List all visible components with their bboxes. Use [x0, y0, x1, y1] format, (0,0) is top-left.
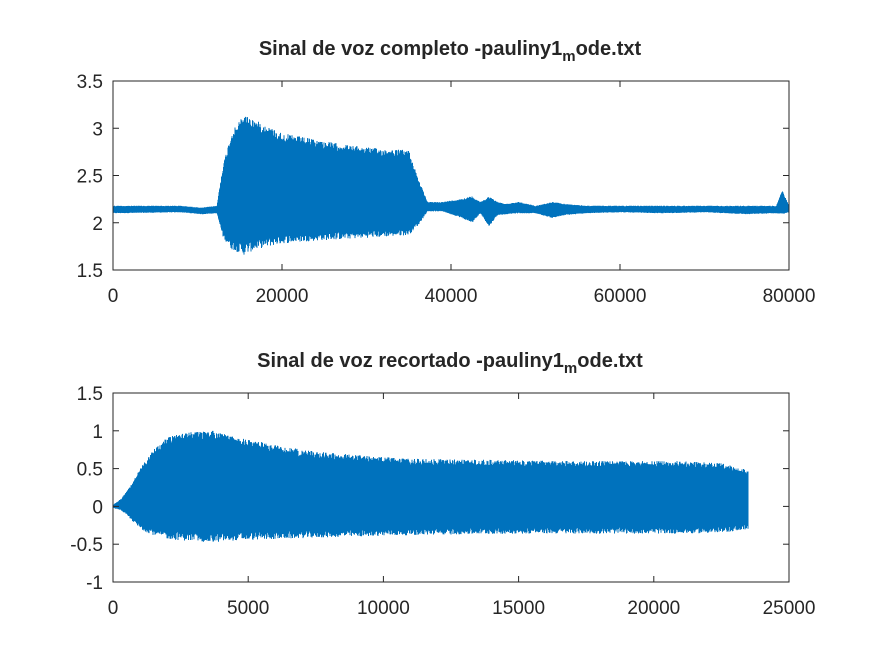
y-tick-label: 2 — [92, 214, 103, 235]
y-tick-label: 1.5 — [77, 384, 103, 405]
x-tick-label: 20000 — [256, 286, 309, 307]
y-tick-label: -0.5 — [70, 535, 103, 556]
x-tick-label: 10000 — [357, 598, 410, 619]
x-tick-label: 80000 — [763, 286, 816, 307]
x-tick-label: 40000 — [425, 286, 478, 307]
axis-ticks: 0 20000 40000 60000 80000 1.5 2 2.5 3 3.5 — [77, 72, 816, 307]
y-tick-label: 2.5 — [77, 167, 103, 188]
y-tick-label: 3.5 — [77, 72, 103, 93]
plot-trimmed-signal: Sinal de voz recortado -pauliny1mode.txt… — [70, 350, 815, 619]
y-tick-label: 0.5 — [77, 460, 103, 481]
y-tick-label: 1.5 — [77, 261, 103, 282]
x-tick-label: 20000 — [627, 598, 680, 619]
x-tick-label: 0 — [108, 286, 119, 307]
y-tick-label: -1 — [86, 573, 103, 594]
chart-title: Sinal de voz completo -pauliny1mode.txt — [259, 38, 642, 65]
plot-full-signal: Sinal de voz completo -pauliny1mode.txt … — [77, 38, 816, 307]
y-tick-label: 3 — [92, 119, 103, 140]
x-tick-label: 5000 — [227, 598, 269, 619]
chart-title: Sinal de voz recortado -pauliny1mode.txt — [257, 350, 643, 377]
axes-box — [112, 392, 790, 583]
x-tick-label: 0 — [108, 598, 119, 619]
axis-ticks: 0 5000 10000 15000 20000 25000 -1 -0.5 0 0.5 1 1.5 — [70, 384, 815, 619]
x-tick-label: 15000 — [492, 598, 545, 619]
y-tick-label: 1 — [92, 422, 103, 443]
x-tick-label: 25000 — [763, 598, 816, 619]
x-tick-label: 60000 — [594, 286, 647, 307]
y-tick-label: 0 — [92, 497, 103, 518]
